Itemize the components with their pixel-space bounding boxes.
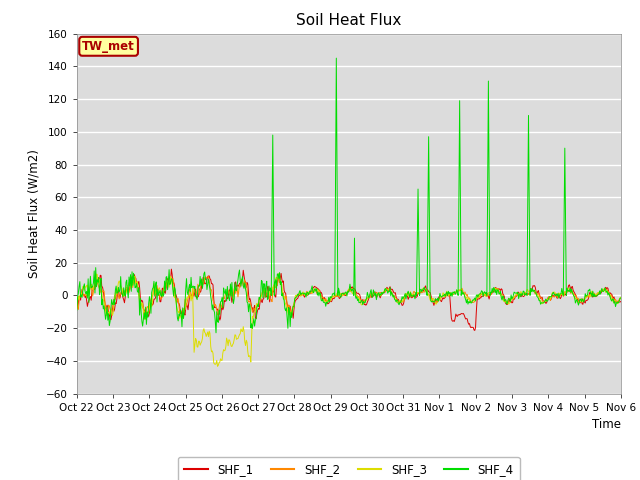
SHF_1 <box>83 298 90 303</box>
SHF_3 <box>139 301 147 307</box>
SHF_2 <box>194 281 202 287</box>
Legend: SHF_1, SHF_2, SHF_3, SHF_4: SHF_1, SHF_2, SHF_3, SHF_4 <box>178 457 520 480</box>
Text: TW_met: TW_met <box>82 40 135 53</box>
SHF_4 <box>194 286 202 292</box>
SHF_1 <box>139 299 147 304</box>
SHF_4 <box>332 55 340 61</box>
SHF_2 <box>83 294 90 300</box>
X-axis label: Time: Time <box>592 418 621 431</box>
SHF_2 <box>139 305 147 311</box>
SHF_1 <box>73 298 81 303</box>
SHF_1 <box>431 296 439 302</box>
SHF_4 <box>139 323 147 329</box>
SHF_4 <box>223 284 231 289</box>
SHF_3 <box>617 294 625 300</box>
Y-axis label: Soil Heat Flux (W/m2): Soil Heat Flux (W/m2) <box>28 149 40 278</box>
Line: SHF_3: SHF_3 <box>77 273 621 366</box>
SHF_2 <box>214 312 221 318</box>
SHF_2 <box>73 297 81 302</box>
SHF_4 <box>417 287 424 293</box>
SHF_2 <box>433 300 440 305</box>
SHF_1 <box>416 290 424 296</box>
SHF_4 <box>73 307 81 313</box>
SHF_1 <box>223 296 231 302</box>
SHF_3 <box>223 338 231 344</box>
SHF_1 <box>471 327 479 333</box>
SHF_3 <box>194 344 202 350</box>
SHF_2 <box>617 295 625 301</box>
SHF_3 <box>214 363 221 369</box>
SHF_4 <box>617 295 625 301</box>
Line: SHF_4: SHF_4 <box>77 58 621 333</box>
SHF_4 <box>433 297 440 302</box>
SHF_2 <box>223 291 231 297</box>
SHF_3 <box>433 301 440 307</box>
SHF_2 <box>417 290 424 296</box>
SHF_3 <box>417 288 424 294</box>
SHF_1 <box>617 299 625 304</box>
SHF_3 <box>73 295 81 301</box>
Title: Soil Heat Flux: Soil Heat Flux <box>296 13 401 28</box>
SHF_4 <box>83 288 90 294</box>
Line: SHF_1: SHF_1 <box>77 269 621 330</box>
SHF_3 <box>83 283 90 288</box>
SHF_4 <box>212 330 220 336</box>
SHF_1 <box>195 293 202 299</box>
SHF_2 <box>275 273 283 278</box>
SHF_3 <box>275 270 283 276</box>
Line: SHF_2: SHF_2 <box>77 276 621 315</box>
SHF_1 <box>168 266 175 272</box>
